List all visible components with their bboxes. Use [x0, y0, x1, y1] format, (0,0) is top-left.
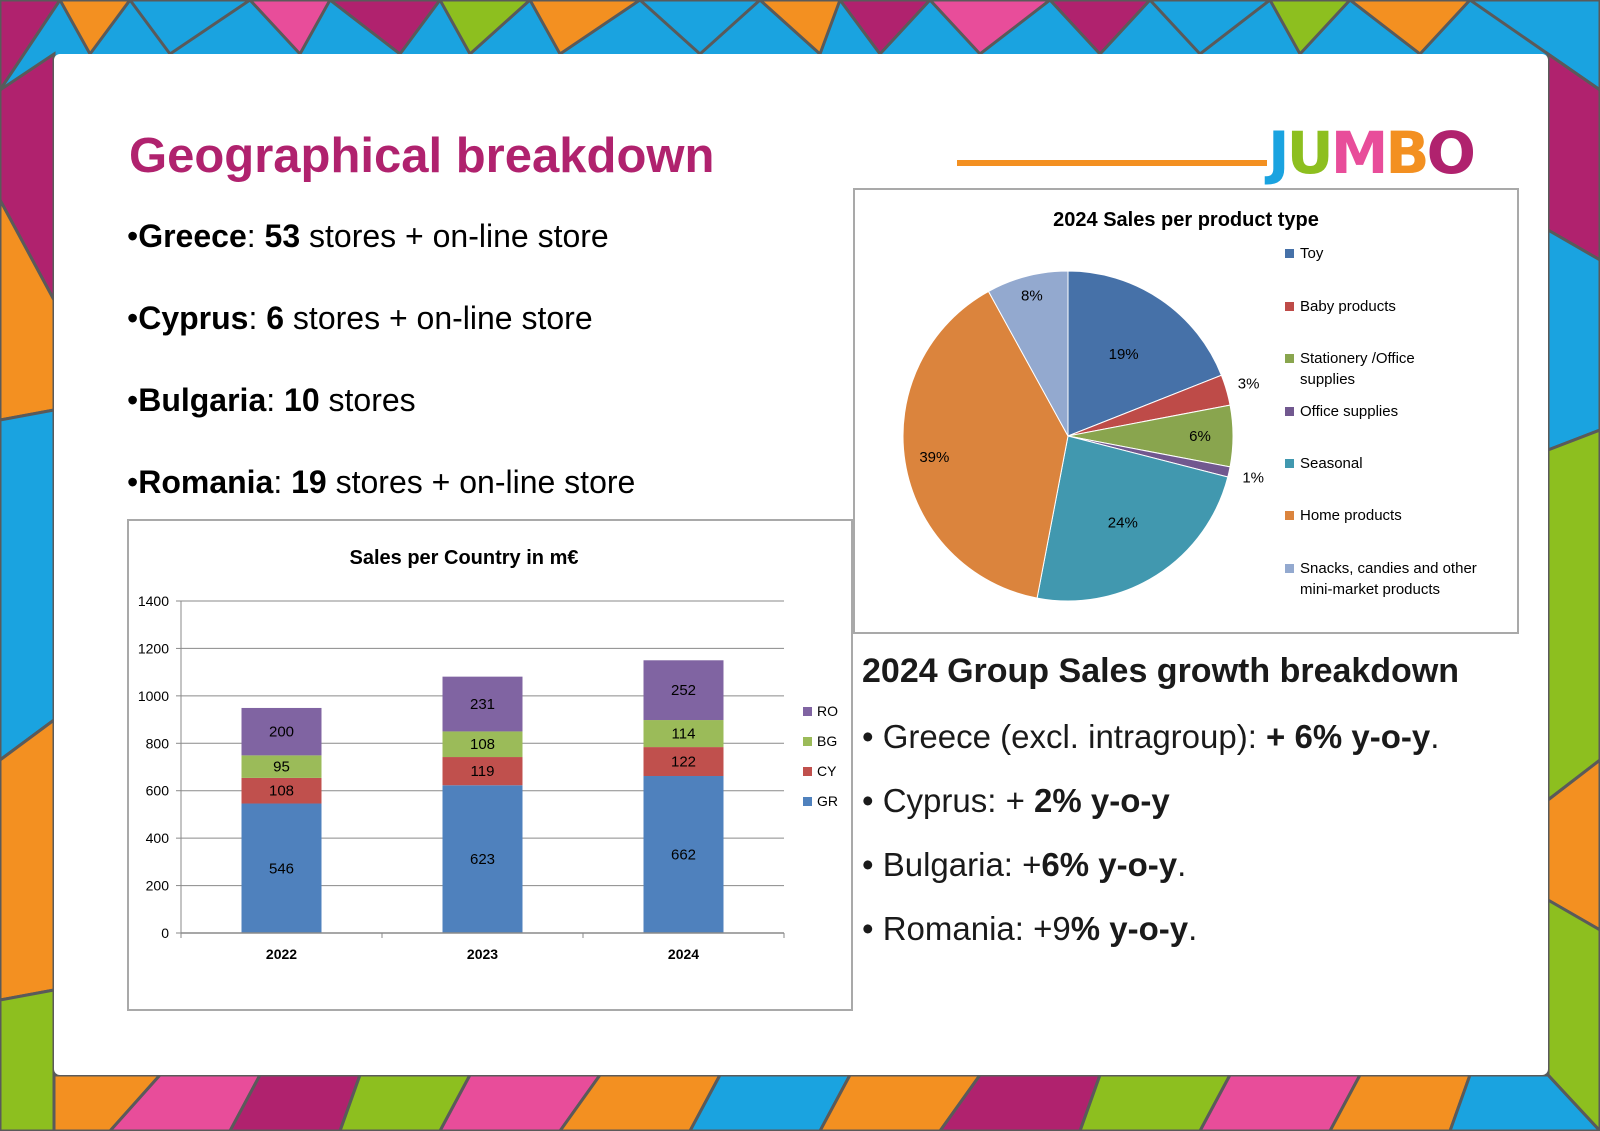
- jumbo-logo: JUMBO: [1268, 119, 1476, 187]
- slice-label: 39%: [919, 449, 949, 466]
- bar-ro: [241, 707, 322, 756]
- y-tick-label: 0: [161, 925, 169, 941]
- data-label: 623: [470, 851, 495, 868]
- growth-item-cyprus: • Cyprus: + 2% y-o-y: [862, 782, 1170, 819]
- bar-chart-box: Sales per Country in m€ 0 200 400 600 800 1000…: [127, 519, 853, 1011]
- y-tick-label: 1200: [138, 640, 169, 656]
- data-label: 119: [471, 763, 495, 780]
- legend-label: Home products: [1300, 507, 1402, 524]
- legend-swatch: [1285, 407, 1294, 416]
- sales-per-product-type-chart: 2024 Sales per product type 19% 3% 6% 1% 24% 3…: [902, 209, 1477, 602]
- y-tick-label: 600: [146, 783, 170, 799]
- pie-slice: [1036, 435, 1229, 602]
- legend-swatch: [1285, 511, 1294, 520]
- legend-label-gr: GR: [817, 793, 838, 809]
- data-label: 108: [269, 783, 294, 800]
- y-tick-label: 1400: [138, 593, 169, 609]
- data-label: 231: [470, 696, 495, 713]
- slice-label: 24%: [1108, 514, 1138, 531]
- legend-label-ro: RO: [817, 703, 838, 719]
- bar-bg: [643, 720, 724, 748]
- pie-chart-box: 2024 Sales per product type 19% 3% 6% 1% 24% 3…: [853, 188, 1519, 634]
- slice-label: 19%: [1109, 346, 1139, 363]
- data-label: 114: [672, 726, 696, 743]
- data-label: 108: [470, 736, 495, 753]
- pie-slice: [902, 290, 1069, 599]
- data-label: 546: [269, 860, 294, 877]
- legend-swatch-bg: [803, 737, 812, 746]
- legend-swatch: [1285, 302, 1294, 311]
- slice-label: 8%: [1021, 287, 1043, 304]
- x-tick-label: 2022: [266, 946, 297, 962]
- bar-gr: [442, 785, 523, 933]
- growth-title: 2024 Group Sales growth breakdown: [862, 652, 1460, 690]
- legend-swatch: [1285, 249, 1294, 258]
- bar-cy: [643, 747, 724, 777]
- bar-gr: [643, 776, 724, 933]
- bar-ro: [442, 676, 523, 732]
- legend-swatch-ro: [803, 707, 812, 716]
- data-label: 252: [671, 682, 696, 699]
- growth-item-romania: • Romania: +9% y-o-y.: [862, 910, 1198, 947]
- page-title: Geographical breakdown: [129, 129, 715, 183]
- pie-slice: [987, 270, 1069, 437]
- growth-item-greece: • Greece (excl. intragroup): + 6% y-o-y.: [862, 718, 1440, 755]
- chart-title: 2024 Sales per product type: [1053, 209, 1319, 231]
- y-tick-label: 200: [146, 878, 170, 894]
- y-tick-label: 1000: [138, 688, 169, 704]
- y-tick-label: 400: [146, 830, 170, 846]
- legend-label: Office supplies: [1300, 403, 1398, 420]
- bar-gr: [241, 803, 322, 933]
- x-tick-label: 2023: [467, 946, 498, 962]
- sales-per-country-chart: Sales per Country in m€ 0 200 400 600 800 1000…: [138, 547, 838, 962]
- pie-slice: [1067, 270, 1223, 437]
- slice-label: 1%: [1242, 469, 1264, 486]
- y-tick-label: 800: [146, 735, 170, 751]
- bar-bg: [442, 731, 523, 758]
- bar-bg: [241, 755, 322, 778]
- store-line-bulgaria: •Bulgaria: 10 stores: [127, 382, 416, 418]
- x-tick-label: 2024: [668, 946, 699, 962]
- logo-accent-line: [957, 160, 1267, 166]
- bar-cy: [442, 757, 523, 786]
- legend-label-bg: BG: [817, 733, 837, 749]
- store-line-greece: •Greece: 53 stores + on-line store: [127, 218, 609, 254]
- slice-label: 3%: [1238, 376, 1260, 393]
- legend-label: Stationery /Office supplies: [1300, 350, 1415, 388]
- legend-swatch-gr: [803, 797, 812, 806]
- data-label: 200: [269, 724, 294, 741]
- legend-swatch: [1285, 564, 1294, 573]
- legend-swatch: [1285, 459, 1294, 468]
- data-label: 122: [671, 754, 696, 771]
- legend-swatch-cy: [803, 767, 812, 776]
- legend-swatch: [1285, 354, 1294, 363]
- legend-label: Snacks, candies and other mini-market pro…: [1300, 560, 1477, 598]
- chart-title: Sales per Country in m€: [350, 547, 579, 569]
- bar-ro: [643, 660, 724, 721]
- bar-cy: [241, 777, 322, 804]
- store-line-romania: •Romania: 19 stores + on-line store: [127, 464, 636, 500]
- slice-label: 6%: [1189, 428, 1211, 445]
- legend-label: Toy: [1300, 245, 1324, 262]
- growth-item-bulgaria: • Bulgaria: +6% y-o-y.: [862, 846, 1187, 883]
- data-label: 95: [273, 759, 290, 776]
- legend-label: Baby products: [1300, 298, 1396, 315]
- store-line-cyprus: •Cyprus: 6 stores + on-line store: [127, 300, 593, 336]
- data-label: 662: [671, 847, 696, 864]
- legend-label-cy: CY: [817, 763, 837, 779]
- legend-label: Seasonal: [1300, 455, 1363, 472]
